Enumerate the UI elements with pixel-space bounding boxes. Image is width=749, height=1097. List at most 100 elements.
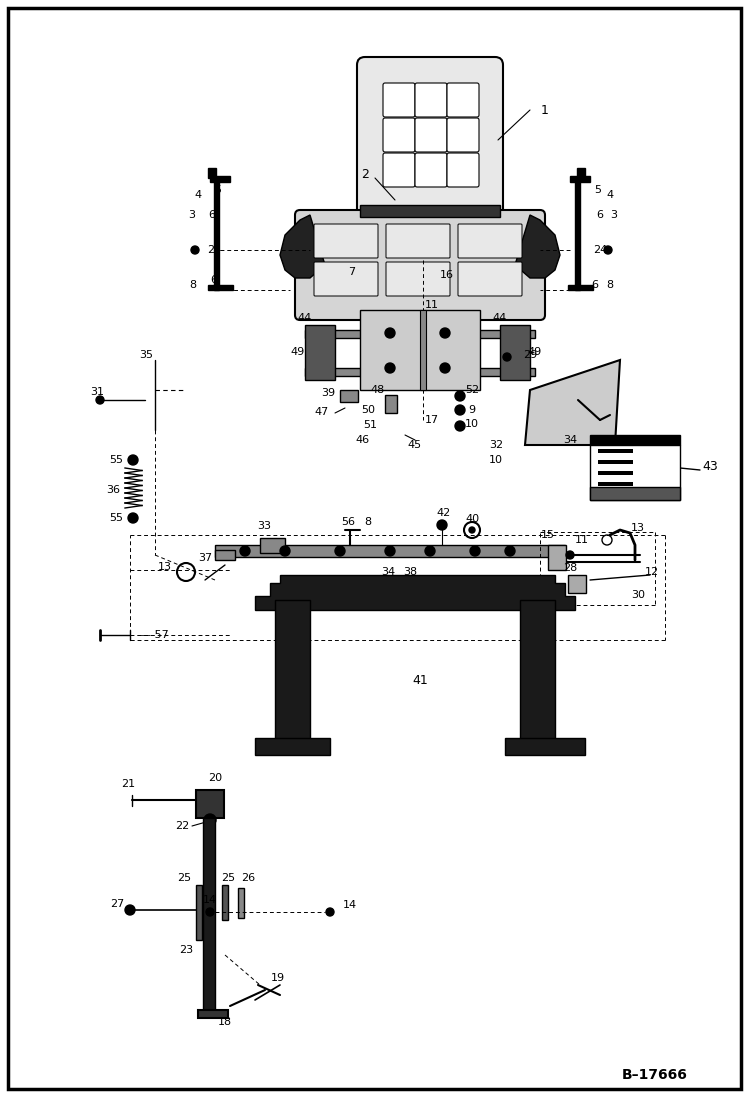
Text: 55: 55	[109, 513, 123, 523]
Text: 2: 2	[361, 169, 369, 181]
Bar	[590, 487, 680, 500]
FancyBboxPatch shape	[447, 118, 479, 152]
Circle shape	[566, 551, 574, 559]
Text: B–17666: B–17666	[622, 1068, 688, 1082]
Text: 10: 10	[489, 455, 503, 465]
Bar	[305, 330, 535, 338]
FancyBboxPatch shape	[415, 118, 447, 152]
Bar	[208, 168, 216, 178]
Bar	[577, 168, 585, 178]
Circle shape	[204, 814, 216, 826]
Circle shape	[206, 908, 214, 916]
Text: 47: 47	[315, 407, 329, 417]
Circle shape	[455, 391, 465, 402]
Circle shape	[128, 455, 138, 465]
Bar	[598, 471, 633, 475]
Text: 14: 14	[203, 895, 217, 905]
Text: 41: 41	[412, 674, 428, 687]
Text: 5: 5	[595, 185, 601, 195]
Bar	[598, 482, 633, 486]
Circle shape	[469, 527, 475, 533]
Bar	[260, 538, 285, 553]
FancyBboxPatch shape	[447, 152, 479, 186]
FancyBboxPatch shape	[314, 224, 378, 258]
Text: 10: 10	[465, 419, 479, 429]
Text: 16: 16	[440, 270, 454, 280]
Text: 15: 15	[541, 530, 555, 540]
Text: 5: 5	[214, 185, 222, 195]
Circle shape	[604, 246, 612, 255]
Text: 8: 8	[607, 280, 613, 290]
Text: 11: 11	[425, 299, 439, 310]
Polygon shape	[255, 575, 575, 610]
Circle shape	[240, 546, 250, 556]
Text: 43: 43	[702, 461, 718, 474]
Bar	[420, 310, 426, 391]
Text: 28: 28	[563, 563, 577, 573]
Text: 7: 7	[348, 267, 356, 278]
Bar	[598, 460, 633, 464]
Circle shape	[425, 546, 435, 556]
Bar	[360, 310, 480, 391]
FancyBboxPatch shape	[447, 83, 479, 117]
Circle shape	[470, 546, 480, 556]
FancyBboxPatch shape	[458, 224, 522, 258]
Text: 24: 24	[207, 245, 221, 255]
Text: 49: 49	[528, 347, 542, 357]
Circle shape	[385, 363, 395, 373]
Circle shape	[455, 421, 465, 431]
Text: 8: 8	[365, 517, 372, 527]
Bar	[203, 818, 215, 1013]
FancyBboxPatch shape	[458, 262, 522, 296]
Text: 33: 33	[257, 521, 271, 531]
Text: 52: 52	[465, 385, 479, 395]
Bar	[360, 205, 500, 217]
Circle shape	[191, 246, 199, 255]
Circle shape	[503, 353, 511, 361]
Bar	[208, 285, 233, 290]
Text: 44: 44	[298, 313, 312, 323]
Text: 46: 46	[355, 436, 369, 445]
Circle shape	[125, 905, 135, 915]
Text: 13: 13	[158, 562, 172, 572]
FancyBboxPatch shape	[386, 262, 450, 296]
Bar	[222, 885, 228, 920]
Polygon shape	[515, 215, 560, 278]
FancyBboxPatch shape	[383, 83, 415, 117]
Circle shape	[385, 328, 395, 338]
Text: 1: 1	[541, 103, 549, 116]
Bar	[196, 790, 224, 818]
Polygon shape	[505, 738, 585, 755]
Circle shape	[440, 328, 450, 338]
Text: 56: 56	[341, 517, 355, 527]
Text: 31: 31	[90, 387, 104, 397]
Text: 9: 9	[468, 405, 476, 415]
Text: 49: 49	[291, 347, 305, 357]
Text: 27: 27	[110, 900, 124, 909]
Text: 6: 6	[592, 280, 598, 290]
FancyBboxPatch shape	[383, 118, 415, 152]
Bar	[340, 391, 358, 402]
Bar	[305, 367, 535, 376]
Text: 42: 42	[437, 508, 451, 518]
FancyBboxPatch shape	[314, 262, 378, 296]
Text: 19: 19	[271, 973, 285, 983]
Bar	[385, 395, 397, 412]
Text: 40: 40	[466, 514, 480, 524]
Circle shape	[280, 546, 290, 556]
Text: 29: 29	[523, 350, 537, 360]
Bar	[210, 176, 230, 182]
Polygon shape	[520, 600, 555, 740]
Circle shape	[455, 405, 465, 415]
Bar	[215, 550, 235, 559]
Bar	[590, 445, 680, 500]
Text: 48: 48	[371, 385, 385, 395]
Text: 12: 12	[645, 567, 659, 577]
Bar	[570, 176, 590, 182]
Text: 34: 34	[563, 436, 577, 445]
Text: 20: 20	[208, 773, 222, 783]
Bar	[198, 1010, 228, 1018]
Circle shape	[128, 513, 138, 523]
Polygon shape	[275, 600, 310, 740]
Bar	[568, 285, 593, 290]
